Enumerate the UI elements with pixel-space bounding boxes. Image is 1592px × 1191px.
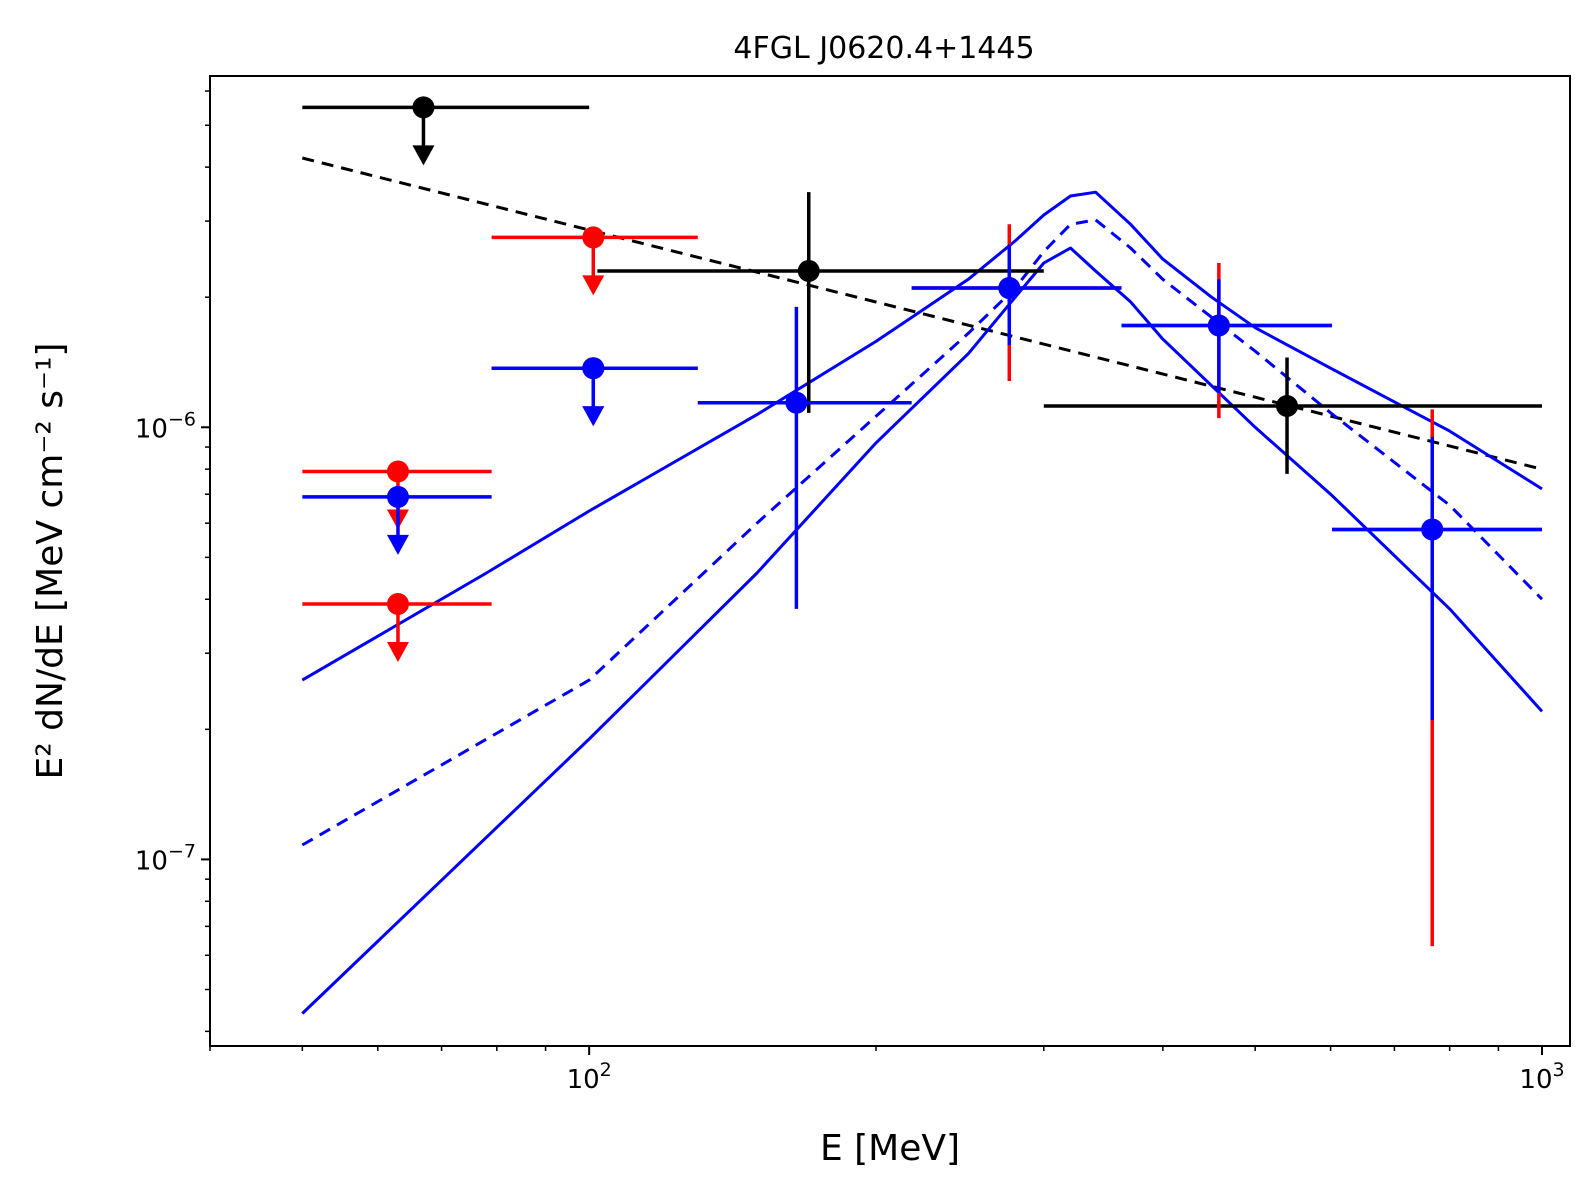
plot-frame — [209, 75, 1571, 1047]
major-ticks: 102 103 10−7 10−6 — [135, 408, 1565, 1095]
upper-limit-arrow-head — [386, 641, 409, 662]
data-point-marker — [386, 485, 409, 508]
line-model-lower-bound — [301, 246, 1544, 1015]
x-tick-label: 102 — [567, 1059, 612, 1095]
data-point-marker — [386, 592, 409, 615]
line-model — [301, 218, 1544, 847]
series-red — [302, 224, 1543, 947]
upper-limit-arrow-head — [386, 534, 409, 555]
upper-limit-arrow-head — [582, 406, 605, 427]
data-point-marker — [797, 259, 820, 282]
x-axis-label: E [MeV] — [820, 1128, 960, 1169]
y-axis-label: E² dN/dE [MeV cm⁻² s⁻¹] — [30, 343, 71, 780]
line-power-law-fit — [301, 156, 1543, 471]
y-tick-label: 10−7 — [135, 840, 196, 876]
y-tick-label: 10−6 — [135, 408, 196, 444]
line-model-upper-bound — [301, 190, 1543, 682]
x-tick-label: 103 — [1519, 1059, 1564, 1095]
data-point-marker — [412, 96, 435, 119]
minor-ticks — [205, 90, 1500, 1051]
data-point-marker — [582, 357, 605, 380]
series-blue — [302, 244, 1543, 721]
data-point-marker — [1421, 518, 1444, 541]
data-point-marker — [1276, 395, 1299, 418]
data-point-marker — [998, 277, 1021, 300]
data-point-marker — [1207, 314, 1230, 337]
upper-limit-arrow-head — [582, 275, 605, 296]
series-black — [302, 96, 1543, 474]
data-point-marker — [785, 391, 808, 414]
upper-limit-arrow-head — [412, 145, 435, 166]
chart-title: 4FGL J0620.4+1445 — [733, 31, 1034, 66]
data-point-marker — [582, 226, 605, 249]
plot-area — [301, 96, 1544, 1015]
data-point-marker — [386, 460, 409, 483]
